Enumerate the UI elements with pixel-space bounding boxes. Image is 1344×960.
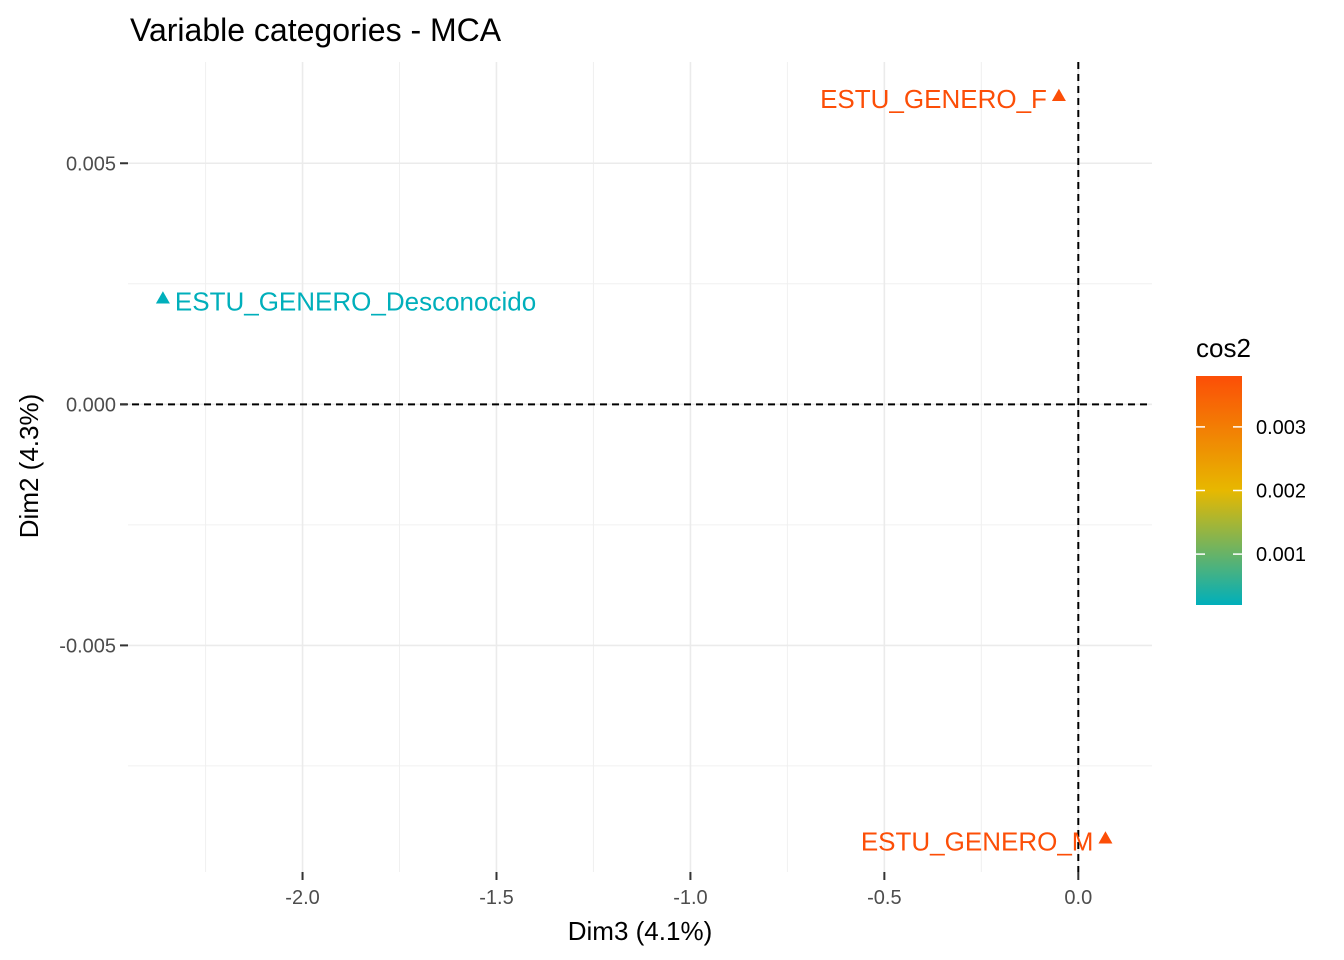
chart-title: Variable categories - MCA [130, 12, 502, 48]
legend-ticks: 0.001 0.002 0.003 [1196, 417, 1306, 566]
legend-tick-label: 0.003 [1256, 417, 1306, 439]
point-label: ESTU_GENERO_M [861, 826, 1094, 856]
point-marker [155, 291, 170, 304]
point-marker [1051, 88, 1066, 101]
x-axis-title: Dim3 (4.1%) [568, 916, 712, 946]
point-marker [1098, 831, 1113, 844]
point-label: ESTU_GENERO_F [820, 84, 1047, 114]
x-axis: -2.0 -1.5 -1.0 -0.5 0.0 [285, 872, 1092, 909]
x-tick-label: 0.0 [1064, 887, 1092, 909]
x-tick-label: -1.0 [673, 887, 707, 909]
reference-lines [120, 62, 1152, 872]
x-tick-label: -1.5 [479, 887, 513, 909]
points-layer: ESTU_GENERO_F ESTU_GENERO_Desconocido ESTU… [155, 84, 1113, 856]
y-tick-label: 0.005 [66, 153, 116, 175]
y-tick-label: -0.005 [59, 635, 116, 657]
y-axis: -0.005 0.000 0.005 [59, 153, 128, 657]
y-axis-title: Dim2 (4.3%) [14, 394, 44, 538]
point-label: ESTU_GENERO_Desconocido [175, 286, 536, 316]
legend-tick-label: 0.001 [1256, 544, 1306, 566]
grid-minor-lines [128, 62, 1152, 872]
x-tick-label: -0.5 [867, 887, 901, 909]
legend-title: cos2 [1196, 333, 1251, 363]
color-legend: cos2 0.001 0.002 0.003 [1196, 333, 1306, 605]
x-tick-label: -2.0 [285, 887, 319, 909]
grid-major-lines [128, 62, 1152, 872]
y-tick-label: 0.000 [66, 394, 116, 416]
legend-tick-label: 0.002 [1256, 481, 1306, 503]
